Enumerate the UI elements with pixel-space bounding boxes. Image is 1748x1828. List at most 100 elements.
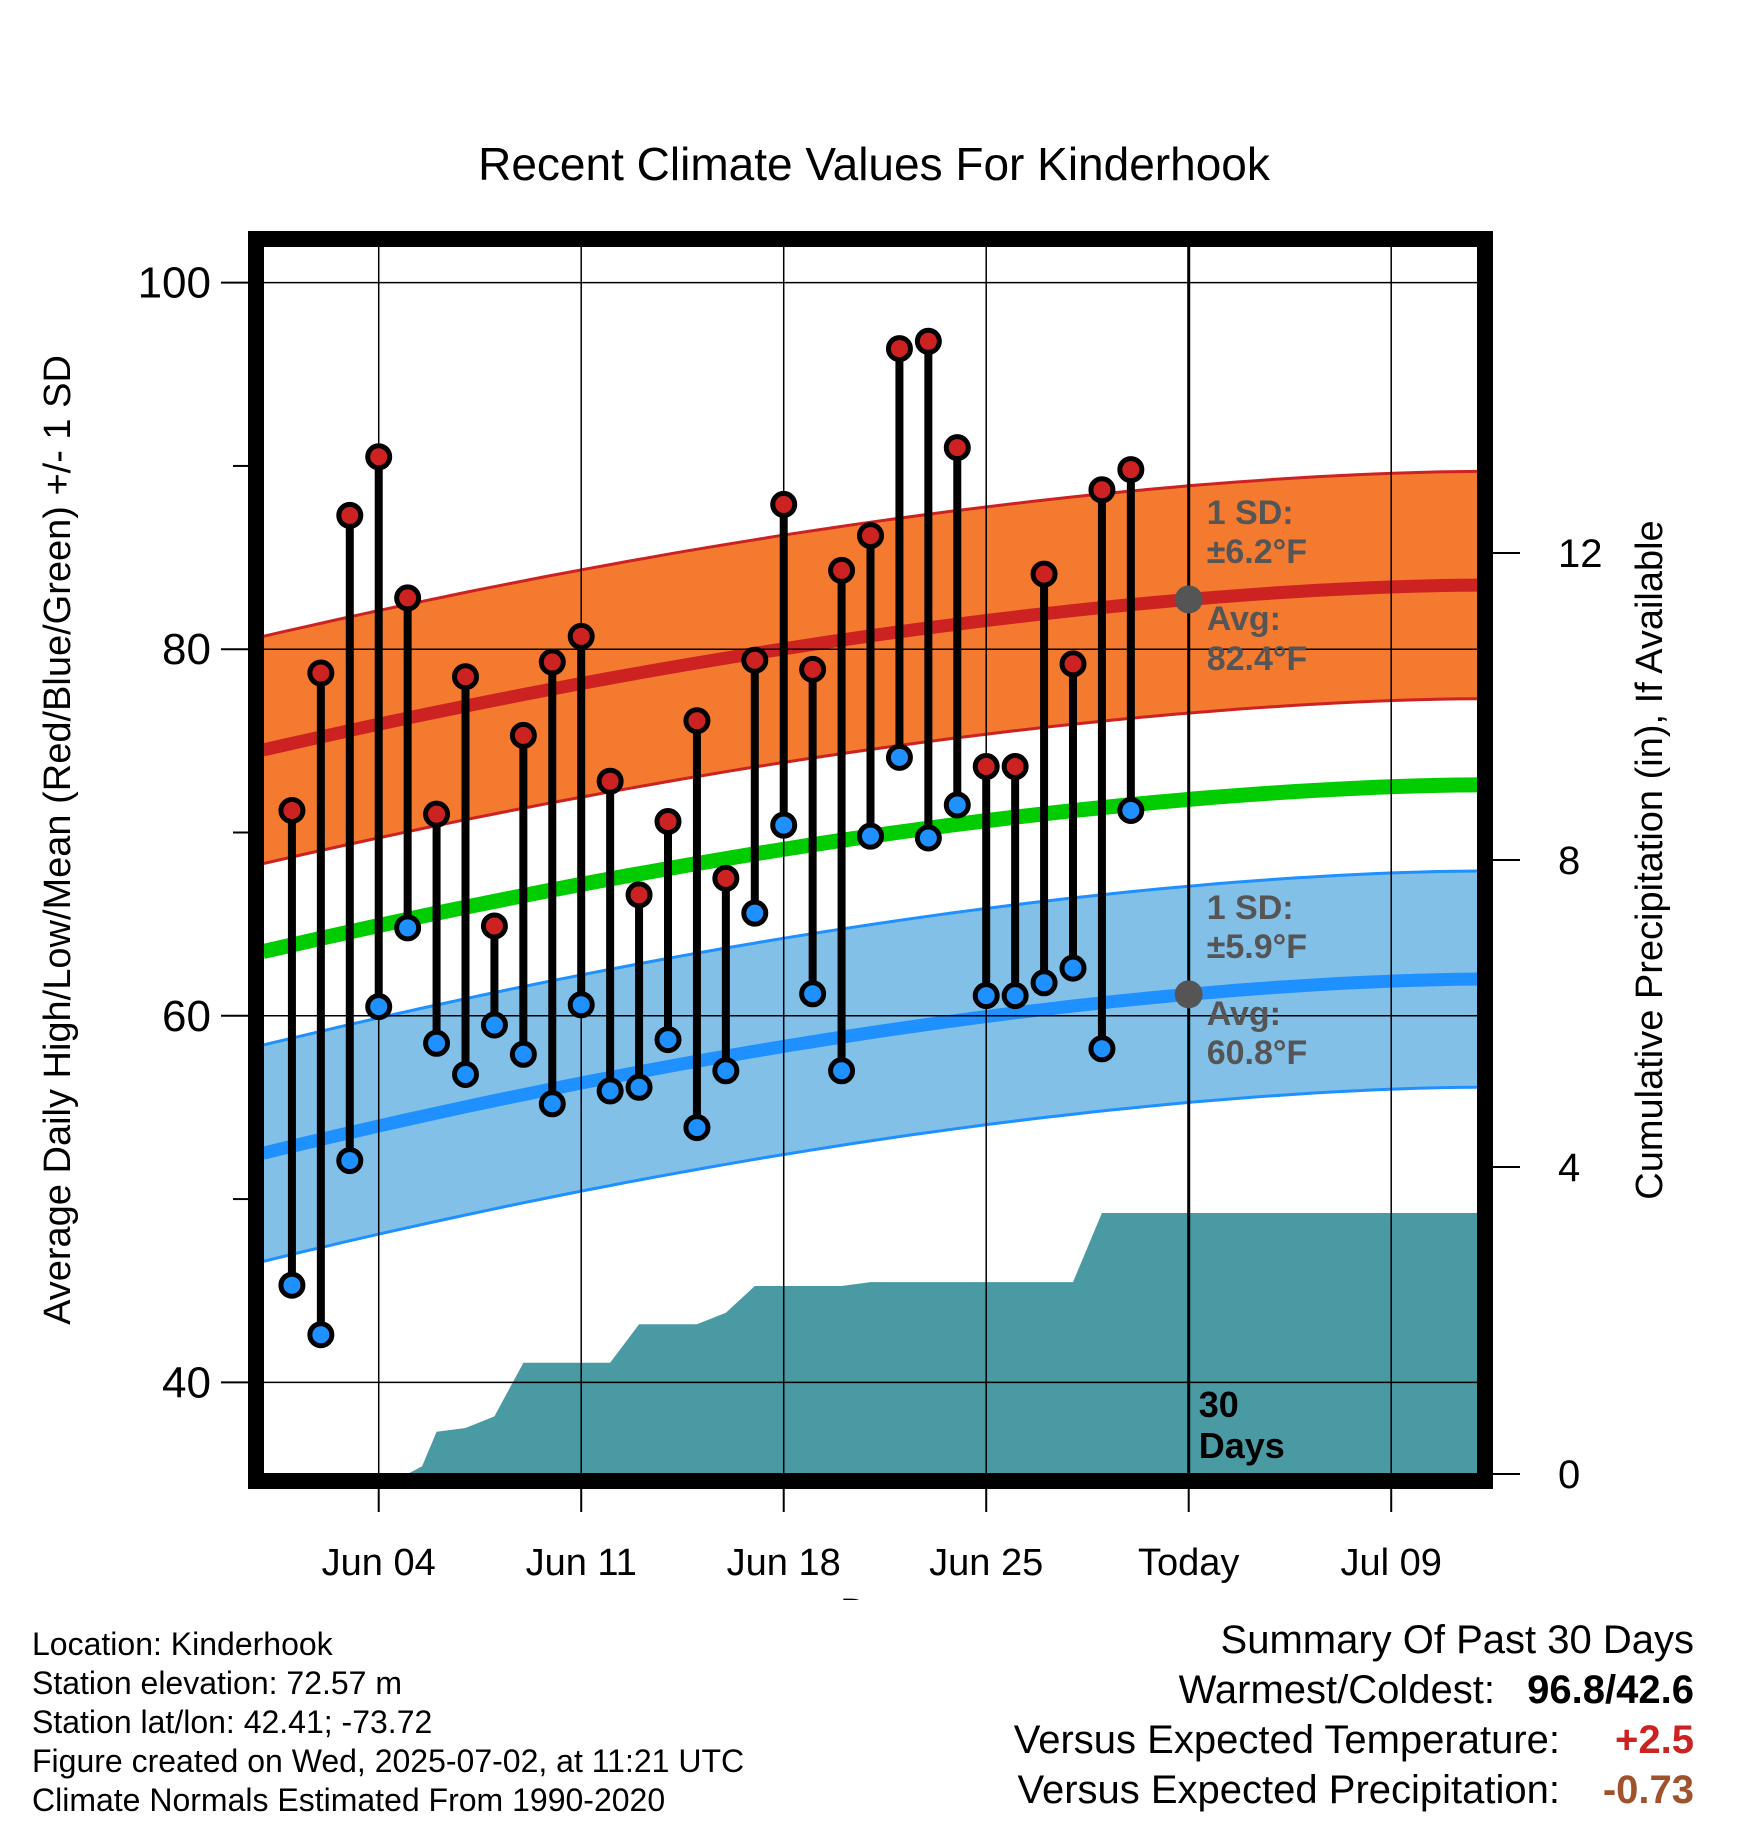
- daily-high-point: [336, 501, 364, 529]
- y2-tick-label: 8: [1558, 839, 1580, 883]
- y2-tick-label: 0: [1558, 1453, 1580, 1497]
- station-latlon: Station lat/lon: 42.41; -73.72: [32, 1704, 433, 1740]
- low-avg-label: Avg:: [1207, 995, 1281, 1033]
- daily-low-point: [885, 743, 913, 771]
- daily-low-point: [770, 811, 798, 839]
- y-tick-label: 40: [162, 1358, 211, 1407]
- warm-cold-value: 96.8/42.6: [1527, 1668, 1694, 1712]
- x-tick-label: Jun 11: [526, 1542, 637, 1584]
- station-info: Location: Kinderhook Station elevation: …: [32, 1625, 744, 1820]
- summary-title: Summary Of Past 30 Days: [1220, 1618, 1694, 1662]
- figure-created: Figure created on Wed, 2025-07-02, at 11…: [32, 1743, 745, 1779]
- daily-low-point: [1001, 982, 1029, 1010]
- temp-departure-row: Versus Expected Temperature: +2.5: [1014, 1715, 1694, 1765]
- chart-title: Recent Climate Values For Kinderhook: [478, 138, 1271, 190]
- daily-high-point: [914, 327, 942, 355]
- daily-high-point: [683, 707, 711, 735]
- daily-low-point: [741, 899, 769, 927]
- daily-low-point: [365, 993, 393, 1021]
- daily-low-point: [509, 1040, 537, 1068]
- daily-high-point: [857, 522, 884, 550]
- daily-high-point: [480, 912, 508, 940]
- daily-low-point: [625, 1073, 653, 1101]
- x-tick-label: Jun 04: [322, 1542, 436, 1584]
- daily-high-point: [654, 808, 682, 836]
- daily-low-point: [307, 1321, 335, 1349]
- y-tick-label: 100: [138, 259, 211, 308]
- daily-low-point: [972, 982, 1000, 1010]
- daily-low-point: [857, 822, 884, 850]
- high-avg-label: Avg:: [1207, 600, 1281, 638]
- daily-high-point: [1059, 650, 1087, 678]
- warm-cold-label: Warmest/Coldest:: [1178, 1668, 1495, 1712]
- high-avg-value: 82.4°F: [1207, 640, 1308, 678]
- daily-high-point: [885, 335, 913, 363]
- y-tick-label: 60: [162, 992, 211, 1041]
- daily-high-point: [828, 556, 856, 584]
- daily-high-point: [567, 622, 595, 650]
- precip-departure-label: Versus Expected Precipitation:: [1017, 1768, 1560, 1812]
- today-high-normal-marker: [1174, 585, 1203, 614]
- daily-high-point: [423, 800, 451, 828]
- y2-tick-label: 12: [1558, 532, 1603, 576]
- daily-low-point: [452, 1060, 479, 1088]
- low-sd-label: 1 SD:: [1207, 889, 1294, 927]
- daily-low-point: [1117, 797, 1145, 825]
- precip-departure-row: Versus Expected Precipitation: -0.73: [1014, 1765, 1694, 1815]
- daily-low-point: [828, 1057, 856, 1085]
- daily-high-point: [1117, 456, 1145, 484]
- daily-low-point: [914, 824, 942, 852]
- high-sd-value: ±6.2°F: [1207, 533, 1307, 571]
- low-sd-value: ±5.9°F: [1207, 928, 1307, 966]
- daily-high-point: [770, 490, 798, 518]
- low-sd-band: [263, 871, 1478, 1262]
- x-tick-label: Today: [1138, 1542, 1239, 1584]
- daily-low-point: [799, 980, 827, 1008]
- daily-low-point: [1030, 969, 1058, 997]
- precip-area: [378, 1213, 1478, 1474]
- plot-frame: [248, 231, 1493, 1489]
- warm-cold-row: Warmest/Coldest: 96.8/42.6: [1014, 1665, 1694, 1715]
- daily-high-point: [1030, 560, 1058, 588]
- daily-high-point: [972, 753, 1000, 781]
- period-days-label: Days: [1199, 1425, 1285, 1466]
- y-axis-label: Average Daily High/Low/Mean (Red/Blue/Gr…: [37, 355, 79, 1325]
- y-tick-label: 80: [162, 625, 211, 674]
- y2-axis-label: Cumulative Precipitation (in), If Availa…: [1629, 520, 1671, 1199]
- low-sd-lower: [263, 1085, 1478, 1263]
- daily-low-point: [394, 914, 422, 942]
- daily-low-point: [943, 791, 971, 819]
- station-location: Location: Kinderhook: [32, 1626, 333, 1662]
- daily-high-point: [712, 864, 740, 892]
- daily-low-point: [278, 1271, 306, 1299]
- daily-low-point: [712, 1057, 740, 1085]
- daily-low-point: [480, 1011, 508, 1039]
- daily-high-point: [394, 584, 422, 612]
- period-days-number: 30: [1199, 1384, 1239, 1425]
- daily-high-point: [799, 655, 827, 683]
- temp-departure-value: +2.5: [1615, 1718, 1694, 1762]
- daily-low-point: [654, 1026, 682, 1054]
- daily-high-point: [625, 881, 653, 909]
- x-axis-label: Day: [840, 1592, 908, 1600]
- daily-low-point: [336, 1147, 364, 1175]
- daily-low-point: [423, 1029, 451, 1057]
- low-normal-line: [263, 972, 1478, 1160]
- daily-low-point: [683, 1114, 711, 1142]
- low-avg-value: 60.8°F: [1207, 1034, 1308, 1072]
- today-low-normal-marker: [1174, 980, 1203, 1009]
- daily-low-point: [1059, 954, 1087, 982]
- daily-high-point: [596, 767, 624, 795]
- daily-low-point: [596, 1077, 624, 1105]
- daily-low-point: [567, 991, 595, 1019]
- x-tick-label: Jun 18: [727, 1542, 841, 1584]
- daily-high-point: [943, 434, 971, 462]
- summary-panel: Summary Of Past 30 Days Warmest/Coldest:…: [1014, 1615, 1694, 1815]
- daily-high-point: [509, 721, 537, 749]
- normals-note: Climate Normals Estimated From 1990-2020: [32, 1782, 666, 1818]
- daily-high-point: [1001, 753, 1029, 781]
- daily-high-point: [365, 443, 393, 471]
- daily-high-point: [538, 648, 566, 676]
- daily-low-point: [538, 1090, 566, 1118]
- high-sd-label: 1 SD:: [1207, 494, 1294, 532]
